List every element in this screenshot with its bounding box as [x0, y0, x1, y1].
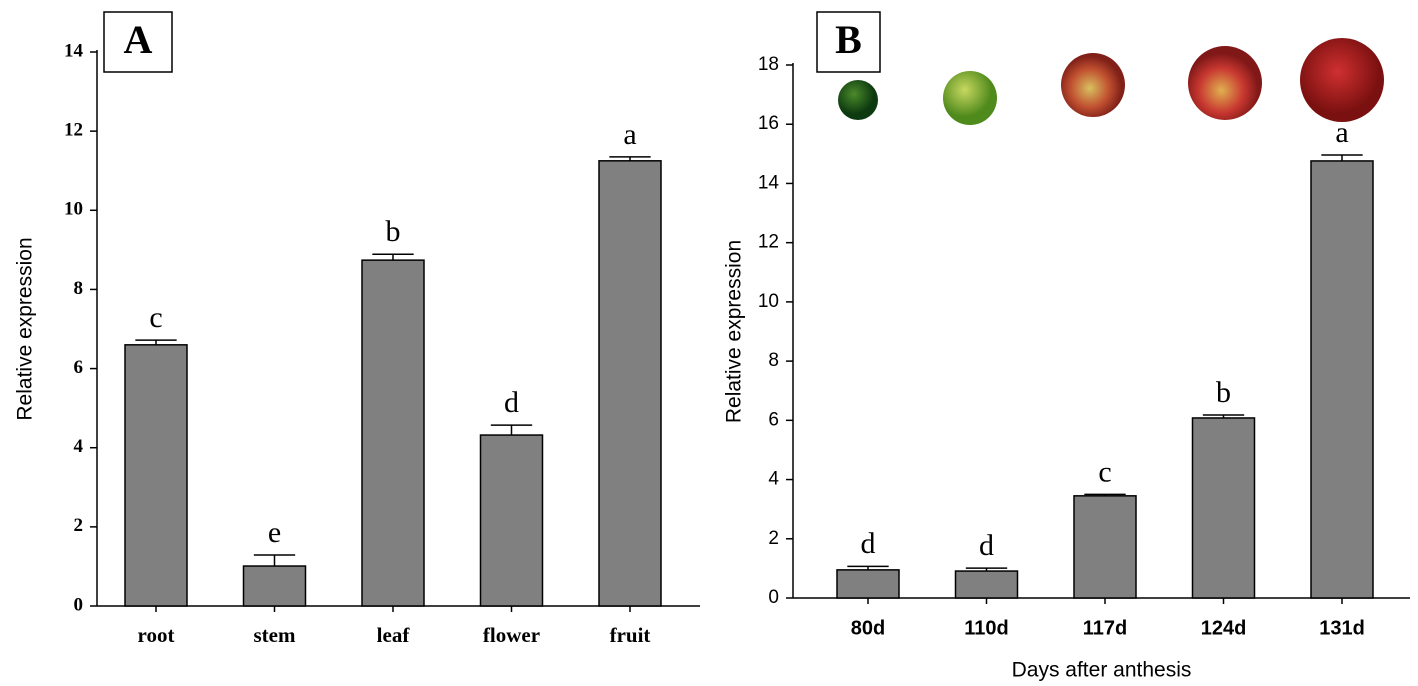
bar — [1311, 161, 1373, 598]
bar — [125, 345, 187, 606]
significance-letter: d — [861, 527, 876, 560]
y-axis-label: Relative expression — [723, 240, 746, 423]
y-tick-label: 4 — [74, 436, 84, 457]
significance-letter: d — [979, 529, 994, 562]
significance-letter: c — [149, 301, 162, 334]
x-tick-label: 117d — [1083, 617, 1127, 639]
significance-letter: b — [386, 215, 401, 248]
y-tick-label: 10 — [758, 291, 779, 312]
panel-label: A — [124, 17, 153, 62]
y-tick-label: 14 — [64, 40, 84, 61]
x-tick-label: 110d — [964, 617, 1008, 639]
y-tick-label: 14 — [758, 172, 780, 193]
y-tick-label: 12 — [64, 120, 83, 141]
y-tick-label: 0 — [768, 587, 779, 608]
fruit-image — [1188, 46, 1262, 120]
y-tick-label: 12 — [758, 232, 779, 253]
bar — [956, 571, 1018, 598]
x-tick-label: fruit — [610, 623, 651, 647]
y-tick-label: 18 — [758, 54, 779, 75]
bar — [362, 260, 424, 606]
bar — [244, 566, 306, 606]
x-tick-label: flower — [483, 623, 540, 647]
x-tick-label: stem — [254, 623, 296, 647]
y-tick-label: 0 — [74, 594, 84, 615]
y-axis-label: Relative expression — [14, 237, 37, 420]
y-tick-label: 2 — [74, 515, 84, 536]
bar — [837, 570, 899, 598]
significance-letter: a — [623, 118, 636, 151]
bar — [599, 161, 661, 606]
significance-letter: b — [1216, 376, 1231, 409]
panel-label: B — [835, 17, 862, 62]
x-tick-label: leaf — [377, 623, 411, 647]
bar — [481, 435, 543, 606]
x-tick-label: 131d — [1319, 617, 1365, 639]
y-tick-label: 8 — [768, 350, 779, 371]
significance-letter: d — [504, 386, 519, 419]
y-tick-label: 6 — [74, 357, 84, 378]
significance-letter: e — [268, 516, 281, 549]
error-bar — [491, 425, 532, 435]
page: {"chart_data": [ {"type": "bar", "panel_… — [0, 0, 1418, 686]
y-tick-label: 8 — [74, 278, 84, 299]
y-tick-label: 16 — [758, 113, 779, 134]
fruit-image — [1300, 38, 1384, 122]
fruit-image — [1061, 53, 1125, 117]
significance-letter: a — [1335, 116, 1348, 149]
error-bar — [372, 254, 413, 260]
y-tick-label: 10 — [64, 199, 83, 220]
chart: 0 2 4 6 8 10 12 14 Relative expression Aroot c stem… — [0, 0, 1418, 686]
significance-letter: c — [1098, 455, 1111, 488]
bar — [1193, 418, 1255, 598]
fruit-image — [943, 71, 997, 125]
x-tick-label: 80d — [851, 617, 885, 639]
bar — [1074, 496, 1136, 598]
fruit-image — [838, 80, 878, 120]
x-tick-label: 124d — [1201, 617, 1247, 639]
fruit-images — [838, 38, 1384, 125]
error-bar — [254, 555, 295, 566]
error-bar — [1321, 155, 1362, 161]
x-tick-label: root — [138, 623, 175, 647]
y-tick-label: 2 — [768, 528, 779, 549]
y-tick-label: 6 — [768, 409, 779, 430]
y-tick-label: 4 — [768, 469, 779, 490]
x-axis-label: Days after anthesis — [1012, 659, 1192, 682]
